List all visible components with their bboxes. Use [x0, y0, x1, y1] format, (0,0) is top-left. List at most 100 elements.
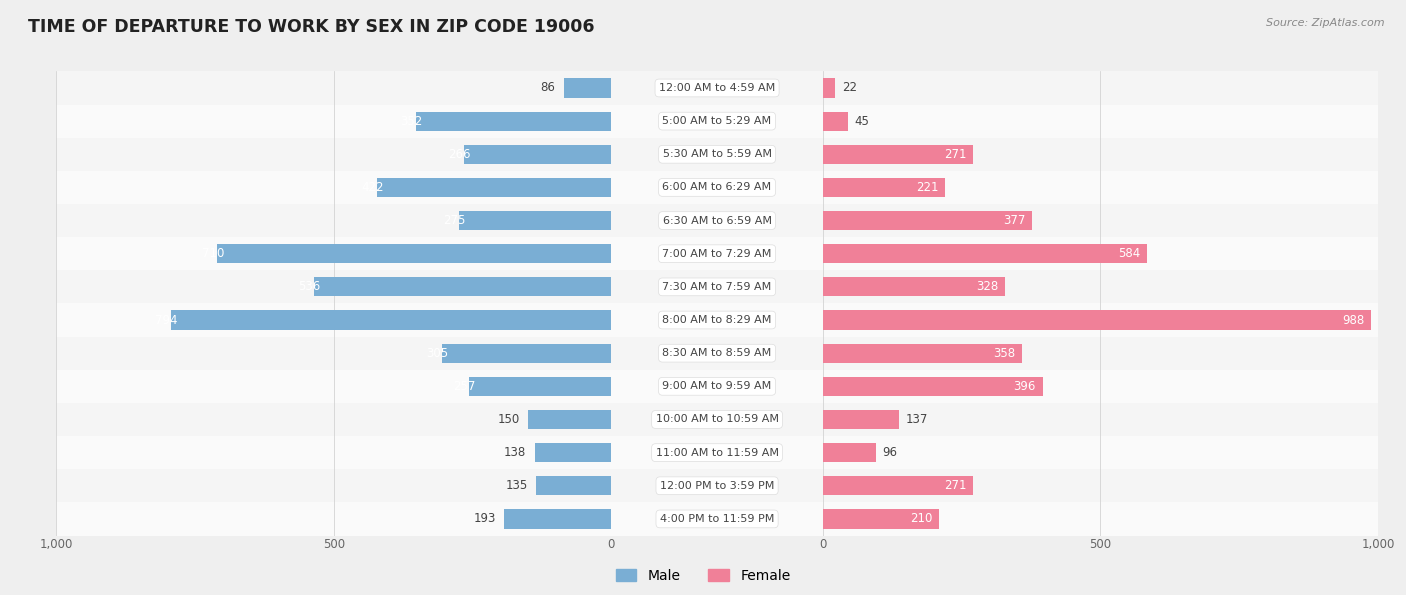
Text: 137: 137	[905, 413, 928, 426]
Text: 536: 536	[298, 280, 321, 293]
Bar	[0, 171, 1406, 204]
Bar	[0, 71, 1406, 105]
Bar	[0, 137, 1406, 171]
Bar	[823, 145, 973, 164]
Bar	[823, 377, 1043, 396]
Text: 352: 352	[401, 115, 423, 127]
Text: 86: 86	[540, 82, 555, 95]
Bar	[0, 237, 1406, 270]
Text: 135: 135	[506, 480, 529, 492]
Bar	[0, 105, 1406, 137]
Text: 210: 210	[910, 512, 932, 525]
Bar	[0, 369, 1406, 403]
Bar	[464, 145, 612, 164]
Text: 11:00 AM to 11:59 AM: 11:00 AM to 11:59 AM	[655, 447, 779, 458]
Bar	[823, 111, 848, 131]
Bar	[0, 237, 1406, 270]
Bar	[0, 204, 1406, 237]
Bar	[0, 403, 1406, 436]
Bar	[0, 436, 1406, 469]
Bar	[0, 137, 1406, 171]
Text: 10:00 AM to 10:59 AM: 10:00 AM to 10:59 AM	[655, 415, 779, 424]
Bar	[823, 343, 1022, 363]
Text: 328: 328	[976, 280, 998, 293]
Text: 8:00 AM to 8:29 AM: 8:00 AM to 8:29 AM	[662, 315, 772, 325]
Bar	[0, 502, 1406, 536]
Bar	[0, 270, 1406, 303]
Bar	[416, 111, 612, 131]
Bar	[0, 369, 1406, 403]
Bar	[0, 436, 1406, 469]
Bar	[0, 270, 1406, 303]
Bar	[823, 277, 1005, 296]
Text: 12:00 PM to 3:59 PM: 12:00 PM to 3:59 PM	[659, 481, 775, 491]
Bar	[823, 79, 835, 98]
Text: 193: 193	[474, 512, 496, 525]
Text: 138: 138	[505, 446, 526, 459]
Bar	[0, 204, 1406, 237]
Text: 7:00 AM to 7:29 AM: 7:00 AM to 7:29 AM	[662, 249, 772, 259]
Bar	[564, 79, 612, 98]
Text: 45: 45	[855, 115, 869, 127]
Text: 305: 305	[426, 347, 449, 359]
Bar	[441, 343, 612, 363]
Text: 96: 96	[883, 446, 898, 459]
Bar	[0, 303, 1406, 337]
Bar	[0, 237, 1406, 270]
Text: 257: 257	[453, 380, 475, 393]
Text: 7:30 AM to 7:59 AM: 7:30 AM to 7:59 AM	[662, 282, 772, 292]
Bar	[823, 476, 973, 496]
Text: 266: 266	[449, 148, 471, 161]
Bar	[823, 509, 939, 528]
Bar	[537, 476, 612, 496]
Legend: Male, Female: Male, Female	[610, 563, 796, 588]
Text: 271: 271	[943, 148, 966, 161]
Text: 584: 584	[1118, 248, 1140, 260]
Bar	[0, 469, 1406, 502]
Text: 12:00 AM to 4:59 AM: 12:00 AM to 4:59 AM	[659, 83, 775, 93]
Bar	[529, 410, 612, 429]
Bar	[0, 105, 1406, 137]
Bar	[0, 270, 1406, 303]
Bar	[823, 311, 1371, 330]
Bar	[823, 244, 1147, 264]
Bar	[0, 403, 1406, 436]
Bar	[0, 502, 1406, 536]
Text: 6:30 AM to 6:59 AM: 6:30 AM to 6:59 AM	[662, 215, 772, 226]
Bar	[0, 502, 1406, 536]
Text: 794: 794	[155, 314, 177, 327]
Text: 5:30 AM to 5:59 AM: 5:30 AM to 5:59 AM	[662, 149, 772, 159]
Bar	[823, 410, 898, 429]
Bar	[534, 443, 612, 462]
Bar	[0, 469, 1406, 502]
Bar	[0, 436, 1406, 469]
Text: 710: 710	[201, 248, 224, 260]
Bar	[377, 178, 612, 197]
Text: 150: 150	[498, 413, 520, 426]
Bar	[823, 178, 945, 197]
Bar	[217, 244, 612, 264]
Text: Source: ZipAtlas.com: Source: ZipAtlas.com	[1267, 18, 1385, 28]
Text: 6:00 AM to 6:29 AM: 6:00 AM to 6:29 AM	[662, 183, 772, 192]
Bar	[0, 171, 1406, 204]
Bar	[0, 137, 1406, 171]
Text: 22: 22	[842, 82, 856, 95]
Bar	[823, 211, 1032, 230]
Text: 9:00 AM to 9:59 AM: 9:00 AM to 9:59 AM	[662, 381, 772, 392]
Bar	[314, 277, 612, 296]
Bar	[0, 337, 1406, 369]
Bar	[468, 377, 612, 396]
Bar	[0, 403, 1406, 436]
Text: 8:30 AM to 8:59 AM: 8:30 AM to 8:59 AM	[662, 348, 772, 358]
Text: 4:00 PM to 11:59 PM: 4:00 PM to 11:59 PM	[659, 514, 775, 524]
Text: TIME OF DEPARTURE TO WORK BY SEX IN ZIP CODE 19006: TIME OF DEPARTURE TO WORK BY SEX IN ZIP …	[28, 18, 595, 36]
Text: 358: 358	[993, 347, 1015, 359]
Text: 5:00 AM to 5:29 AM: 5:00 AM to 5:29 AM	[662, 116, 772, 126]
Text: 221: 221	[917, 181, 939, 194]
Bar	[505, 509, 612, 528]
Bar	[0, 337, 1406, 369]
Bar	[0, 204, 1406, 237]
Bar	[458, 211, 612, 230]
Bar	[823, 443, 876, 462]
Text: 396: 396	[1014, 380, 1036, 393]
